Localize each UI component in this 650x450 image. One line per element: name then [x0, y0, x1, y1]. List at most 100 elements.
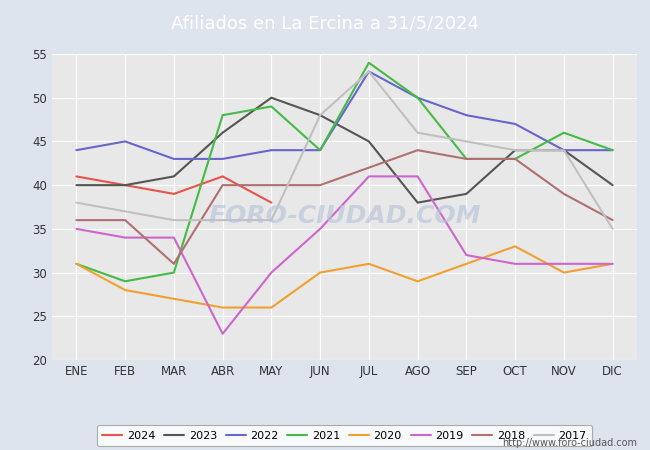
2017	[268, 217, 276, 223]
2017	[511, 148, 519, 153]
2023	[413, 200, 421, 205]
2020	[413, 279, 421, 284]
2022	[316, 148, 324, 153]
2022	[560, 148, 568, 153]
Line: 2024: 2024	[77, 176, 272, 202]
2020	[170, 296, 178, 302]
2018	[560, 191, 568, 197]
2022	[413, 95, 421, 100]
2020	[268, 305, 276, 310]
2019	[511, 261, 519, 266]
2023	[608, 182, 616, 188]
2017	[560, 148, 568, 153]
2017	[121, 209, 129, 214]
2018	[170, 261, 178, 266]
2021	[121, 279, 129, 284]
Line: 2023: 2023	[77, 98, 612, 202]
2021	[170, 270, 178, 275]
2017	[608, 226, 616, 232]
2023	[511, 148, 519, 153]
2018	[218, 182, 227, 188]
2021	[316, 148, 324, 153]
2018	[463, 156, 471, 162]
2020	[511, 243, 519, 249]
2022	[170, 156, 178, 162]
2023	[121, 182, 129, 188]
2020	[72, 261, 81, 266]
2022	[268, 148, 276, 153]
2022	[511, 121, 519, 126]
2022	[218, 156, 227, 162]
2020	[365, 261, 373, 266]
2022	[72, 148, 81, 153]
Line: 2017: 2017	[77, 72, 612, 229]
2018	[121, 217, 129, 223]
2017	[316, 112, 324, 118]
2023	[72, 182, 81, 188]
2021	[72, 261, 81, 266]
2023	[316, 112, 324, 118]
2019	[218, 331, 227, 337]
2019	[365, 174, 373, 179]
Line: 2020: 2020	[77, 246, 612, 307]
Line: 2022: 2022	[77, 72, 612, 159]
2024	[121, 182, 129, 188]
2019	[608, 261, 616, 266]
2021	[218, 112, 227, 118]
2021	[413, 95, 421, 100]
2019	[72, 226, 81, 232]
2019	[170, 235, 178, 240]
2023	[268, 95, 276, 100]
2024	[268, 200, 276, 205]
2020	[560, 270, 568, 275]
2020	[121, 288, 129, 293]
2019	[463, 252, 471, 258]
2021	[268, 104, 276, 109]
2021	[608, 148, 616, 153]
Text: FORO-CIUDAD.COM: FORO-CIUDAD.COM	[208, 204, 481, 228]
2018	[511, 156, 519, 162]
2018	[608, 217, 616, 223]
2022	[365, 69, 373, 74]
2021	[560, 130, 568, 135]
2020	[608, 261, 616, 266]
2019	[560, 261, 568, 266]
2017	[413, 130, 421, 135]
2018	[413, 148, 421, 153]
2017	[463, 139, 471, 144]
Text: http://www.foro-ciudad.com: http://www.foro-ciudad.com	[502, 438, 637, 448]
2017	[365, 69, 373, 74]
2024	[170, 191, 178, 197]
2021	[511, 156, 519, 162]
2024	[72, 174, 81, 179]
2019	[316, 226, 324, 232]
2019	[268, 270, 276, 275]
Line: 2019: 2019	[77, 176, 612, 334]
2019	[413, 174, 421, 179]
2017	[72, 200, 81, 205]
Legend: 2024, 2023, 2022, 2021, 2020, 2019, 2018, 2017: 2024, 2023, 2022, 2021, 2020, 2019, 2018…	[97, 425, 592, 446]
2023	[463, 191, 471, 197]
Text: Afiliados en La Ercina a 31/5/2024: Afiliados en La Ercina a 31/5/2024	[171, 14, 479, 33]
Line: 2021: 2021	[77, 63, 612, 281]
2018	[316, 182, 324, 188]
2019	[121, 235, 129, 240]
2018	[72, 217, 81, 223]
2022	[121, 139, 129, 144]
2022	[463, 112, 471, 118]
2023	[218, 130, 227, 135]
Line: 2018: 2018	[77, 150, 612, 264]
2023	[365, 139, 373, 144]
2018	[365, 165, 373, 171]
2022	[608, 148, 616, 153]
2023	[170, 174, 178, 179]
2018	[268, 182, 276, 188]
2020	[463, 261, 471, 266]
2017	[218, 217, 227, 223]
2021	[463, 156, 471, 162]
2017	[170, 217, 178, 223]
2023	[560, 148, 568, 153]
2024	[218, 174, 227, 179]
2020	[218, 305, 227, 310]
2020	[316, 270, 324, 275]
